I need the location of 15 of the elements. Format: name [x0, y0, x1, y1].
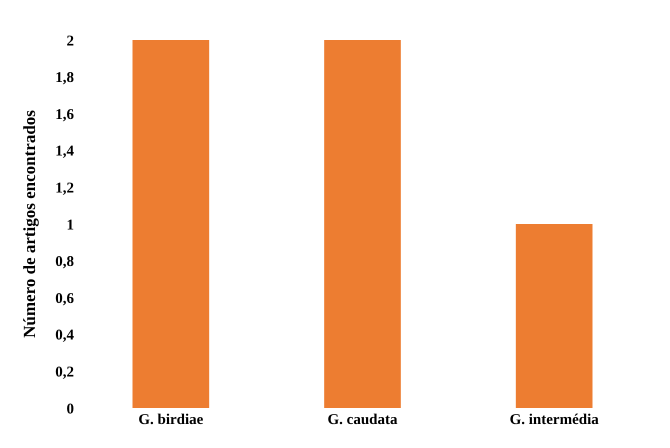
y-tick-label: 1,8	[55, 70, 74, 86]
y-tick-label: 1,4	[55, 144, 74, 160]
y-tick-label: 2	[66, 33, 74, 50]
y-tick-label: 0,2	[55, 364, 74, 380]
y-tick-label: 0	[66, 401, 74, 418]
y-tick-label: 0,6	[55, 290, 74, 307]
x-tick-label: G. intermédia	[510, 412, 600, 428]
y-tick-label: 1,2	[55, 180, 74, 196]
y-tick-label: 0,8	[55, 254, 74, 270]
x-tick-label: G. birdiae	[138, 412, 204, 428]
y-tick-label: 1,6	[55, 106, 74, 123]
y-tick-label: 0,4	[55, 328, 74, 344]
y-tick-label: 1	[66, 217, 74, 234]
y-axis-title: Número de artigos encontrados	[20, 110, 39, 338]
x-tick-label: G. caudata	[327, 412, 398, 428]
